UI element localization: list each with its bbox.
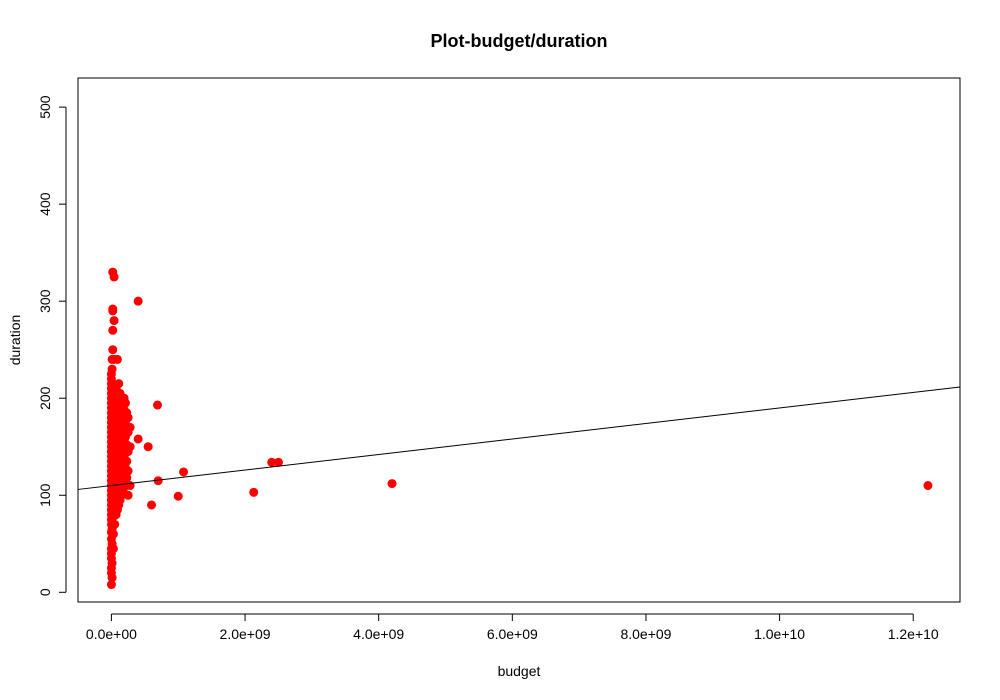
- y-tick-label: 0: [37, 588, 53, 596]
- data-point: [387, 479, 397, 489]
- data-point: [125, 422, 135, 432]
- y-axis-label: duration: [7, 315, 23, 366]
- data-point: [109, 316, 119, 326]
- x-tick-label: 1.0e+10: [754, 626, 805, 642]
- x-tick-label: 0.0e+00: [86, 626, 137, 642]
- data-point: [267, 457, 277, 467]
- data-point: [108, 529, 118, 539]
- data-point: [107, 558, 117, 568]
- data-point: [923, 481, 933, 491]
- data-point: [123, 466, 133, 476]
- data-point: [249, 487, 259, 497]
- x-axis-label: budget: [498, 663, 541, 679]
- data-point: [122, 473, 132, 483]
- data-point: [107, 573, 117, 583]
- data-point: [122, 456, 132, 466]
- data-point: [108, 304, 118, 314]
- x-tick-label: 8.0e+09: [620, 626, 671, 642]
- data-point: [123, 413, 133, 423]
- data-point: [123, 490, 133, 500]
- plot-frame: [77, 77, 961, 603]
- x-axis: 0.0e+00 2.0e+09 4.0e+09 6.0e+09 8.0e+09 1.0e+…: [86, 613, 939, 642]
- data-point: [112, 354, 122, 364]
- x-tick-label: 6.0e+09: [487, 626, 538, 642]
- y-tick-label: 300: [37, 289, 53, 313]
- data-points: [106, 267, 933, 590]
- data-point: [120, 398, 130, 408]
- y-tick-label: 400: [37, 192, 53, 216]
- data-point: [125, 481, 135, 491]
- y-tick-label: 500: [37, 95, 53, 119]
- data-point: [133, 296, 143, 306]
- y-axis: 0 100 200 300 400 500: [37, 95, 67, 596]
- data-point: [108, 544, 118, 554]
- data-point: [153, 400, 163, 410]
- data-point: [133, 434, 143, 444]
- data-point: [153, 476, 163, 486]
- x-tick-label: 2.0e+09: [220, 626, 271, 642]
- data-point: [108, 325, 118, 335]
- y-tick-label: 200: [37, 386, 53, 410]
- regression-line-group: [77, 386, 961, 490]
- data-point: [179, 467, 189, 477]
- data-point: [108, 345, 118, 355]
- y-tick-label: 100: [37, 483, 53, 507]
- data-point: [273, 457, 283, 467]
- regression-line: [77, 386, 961, 490]
- data-point: [147, 500, 156, 510]
- data-point: [107, 364, 117, 374]
- x-tick-label: 4.0e+09: [353, 626, 404, 642]
- data-point: [106, 580, 116, 590]
- chart-title: Plot-budget/duration: [431, 31, 608, 51]
- x-tick-label: 1.2e+10: [888, 626, 939, 642]
- data-point: [109, 272, 119, 282]
- data-point: [173, 491, 183, 501]
- data-point: [110, 519, 120, 529]
- data-point: [143, 442, 153, 452]
- data-point: [114, 379, 124, 389]
- data-point: [125, 442, 135, 452]
